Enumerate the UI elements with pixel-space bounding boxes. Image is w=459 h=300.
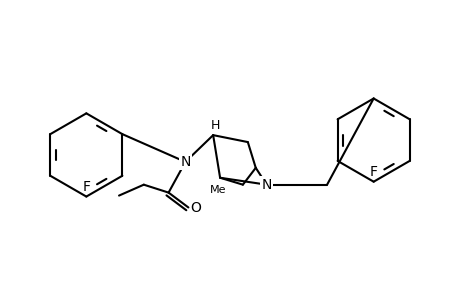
Text: F: F [369,165,377,179]
Text: H: H [210,119,219,132]
Text: N: N [261,178,271,192]
Text: O: O [190,202,200,215]
Text: F: F [82,180,90,194]
Text: Me: Me [209,184,226,195]
Text: N: N [180,155,190,169]
